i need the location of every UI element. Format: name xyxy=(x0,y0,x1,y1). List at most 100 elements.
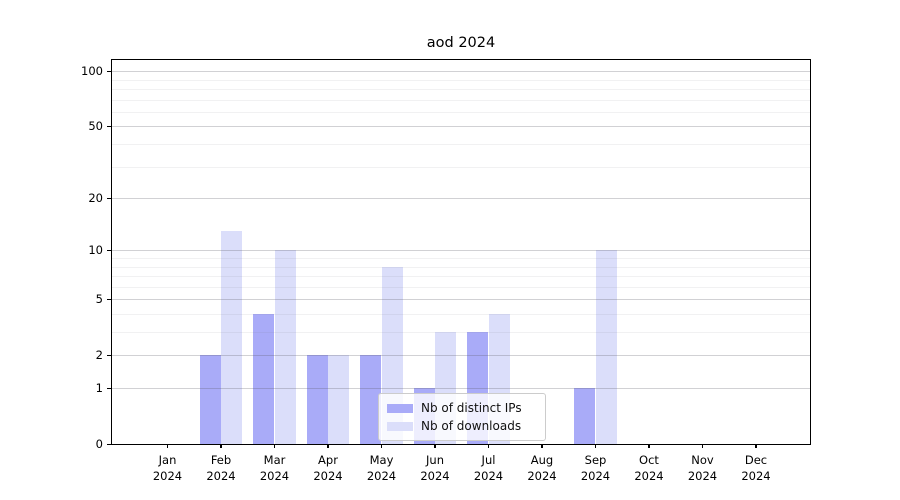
gridline-minor xyxy=(112,257,810,259)
x-axis-tick-label: Apr 2024 xyxy=(296,452,360,484)
legend-label: Nb of distinct IPs xyxy=(421,401,522,415)
legend-swatch xyxy=(387,421,413,431)
legend-swatch xyxy=(387,403,413,413)
x-tick-year: 2024 xyxy=(527,469,557,483)
y-axis-tick xyxy=(107,197,111,200)
legend-row: Nb of distinct IPs xyxy=(387,399,537,417)
x-tick-month: Jun xyxy=(426,453,444,467)
x-axis-tick-label: Sep 2024 xyxy=(564,452,628,484)
x-axis-tick xyxy=(273,444,276,448)
x-axis-tick xyxy=(434,444,436,448)
x-axis-tick xyxy=(487,444,490,448)
y-axis-tick-label: 5 xyxy=(95,292,103,307)
gridline-major xyxy=(112,126,810,128)
gridline-minor xyxy=(112,166,810,168)
y-axis-tick-label: 10 xyxy=(88,243,103,258)
bar-distinct-ips xyxy=(574,388,596,444)
y-axis-tick-label: 100 xyxy=(81,64,103,79)
x-axis-tick-label: Jun 2024 xyxy=(403,452,467,484)
bar-downloads xyxy=(274,250,296,444)
y-axis-tick-label: 0 xyxy=(95,437,103,451)
bar-distinct-ips xyxy=(199,355,221,444)
legend-label: Nb of downloads xyxy=(421,419,522,433)
y-axis-tick-label: 50 xyxy=(88,119,103,134)
x-tick-year: 2024 xyxy=(206,469,236,483)
x-axis-tick xyxy=(166,444,169,448)
gridline-minor xyxy=(112,266,810,268)
x-axis-tick xyxy=(541,444,543,448)
y-axis-tick-label: 2 xyxy=(95,348,103,363)
gridline-major xyxy=(112,71,810,73)
x-tick-year: 2024 xyxy=(741,469,771,483)
x-tick-month: Dec xyxy=(744,453,768,467)
plot-area: Nb of distinct IPs Nb of downloads xyxy=(111,59,811,445)
x-axis-tick-label: Mar 2024 xyxy=(243,452,307,484)
x-tick-month: Oct xyxy=(639,453,659,467)
x-tick-year: 2024 xyxy=(259,469,290,483)
gridline-minor xyxy=(112,89,810,90)
x-axis-tick xyxy=(755,444,757,448)
gridline-major xyxy=(112,299,810,301)
bar-distinct-ips xyxy=(360,355,382,444)
gridline-minor xyxy=(112,144,810,145)
gridline-minor xyxy=(112,99,810,101)
x-axis-tick-label: Jan 2024 xyxy=(136,452,200,484)
bar-distinct-ips xyxy=(253,313,275,444)
x-tick-year: 2024 xyxy=(580,469,611,483)
x-axis-tick xyxy=(220,444,222,448)
x-tick-year: 2024 xyxy=(687,469,718,483)
y-axis-tick xyxy=(107,70,111,73)
gridline-major xyxy=(112,198,810,200)
x-tick-month: May xyxy=(369,453,394,467)
x-tick-year: 2024 xyxy=(366,469,397,483)
x-tick-month: Mar xyxy=(263,453,286,467)
x-tick-year: 2024 xyxy=(152,469,183,483)
bar-distinct-ips xyxy=(306,355,328,444)
x-axis-tick xyxy=(701,444,704,448)
x-axis-tick-label: Aug 2024 xyxy=(510,452,574,484)
x-tick-month: Jan xyxy=(158,453,177,467)
x-axis-tick-label: Oct 2024 xyxy=(617,452,681,484)
x-tick-year: 2024 xyxy=(313,469,343,483)
x-axis-tick-label: Jul 2024 xyxy=(457,452,521,484)
y-axis-tick-label: 1 xyxy=(95,381,103,395)
x-axis-tick-label: May 2024 xyxy=(350,452,414,484)
y-axis-tick xyxy=(107,387,111,389)
x-tick-year: 2024 xyxy=(420,469,450,483)
gridline-minor xyxy=(112,111,810,113)
x-tick-month: Aug xyxy=(530,453,554,467)
x-axis-tick-label: Feb 2024 xyxy=(189,452,253,484)
gridline-minor xyxy=(112,332,810,333)
gridline-minor xyxy=(112,286,810,288)
y-axis-tick-label: 20 xyxy=(88,191,103,206)
x-axis-tick-label: Dec 2024 xyxy=(724,452,788,484)
y-axis-tick xyxy=(107,443,111,445)
gridline-minor xyxy=(112,313,810,315)
legend-row: Nb of downloads xyxy=(387,417,537,435)
x-axis-tick xyxy=(380,444,383,448)
x-axis-tick xyxy=(594,444,597,448)
chart-title: aod 2024 xyxy=(426,35,496,51)
x-tick-month: Sep xyxy=(584,453,607,467)
x-tick-year: 2024 xyxy=(473,469,504,483)
y-axis-tick xyxy=(107,125,111,128)
gridline-minor xyxy=(112,276,810,278)
bar-downloads xyxy=(221,230,243,444)
bar-downloads xyxy=(595,250,617,444)
y-axis-tick xyxy=(107,354,111,357)
x-tick-month: Apr xyxy=(318,453,338,467)
y-axis-tick xyxy=(107,249,111,252)
x-axis-tick-label: Nov 2024 xyxy=(671,452,735,484)
y-axis-tick xyxy=(107,298,111,301)
x-tick-year: 2024 xyxy=(634,469,664,483)
x-axis-tick xyxy=(648,444,650,448)
bar-downloads xyxy=(328,355,350,444)
x-tick-month: Feb xyxy=(210,453,232,467)
gridline-minor xyxy=(112,79,810,81)
x-tick-month: Jul xyxy=(481,453,496,467)
x-axis-tick xyxy=(327,444,329,448)
legend: Nb of distinct IPs Nb of downloads xyxy=(378,393,546,441)
gridline-major xyxy=(112,250,810,252)
x-tick-month: Nov xyxy=(691,453,714,467)
